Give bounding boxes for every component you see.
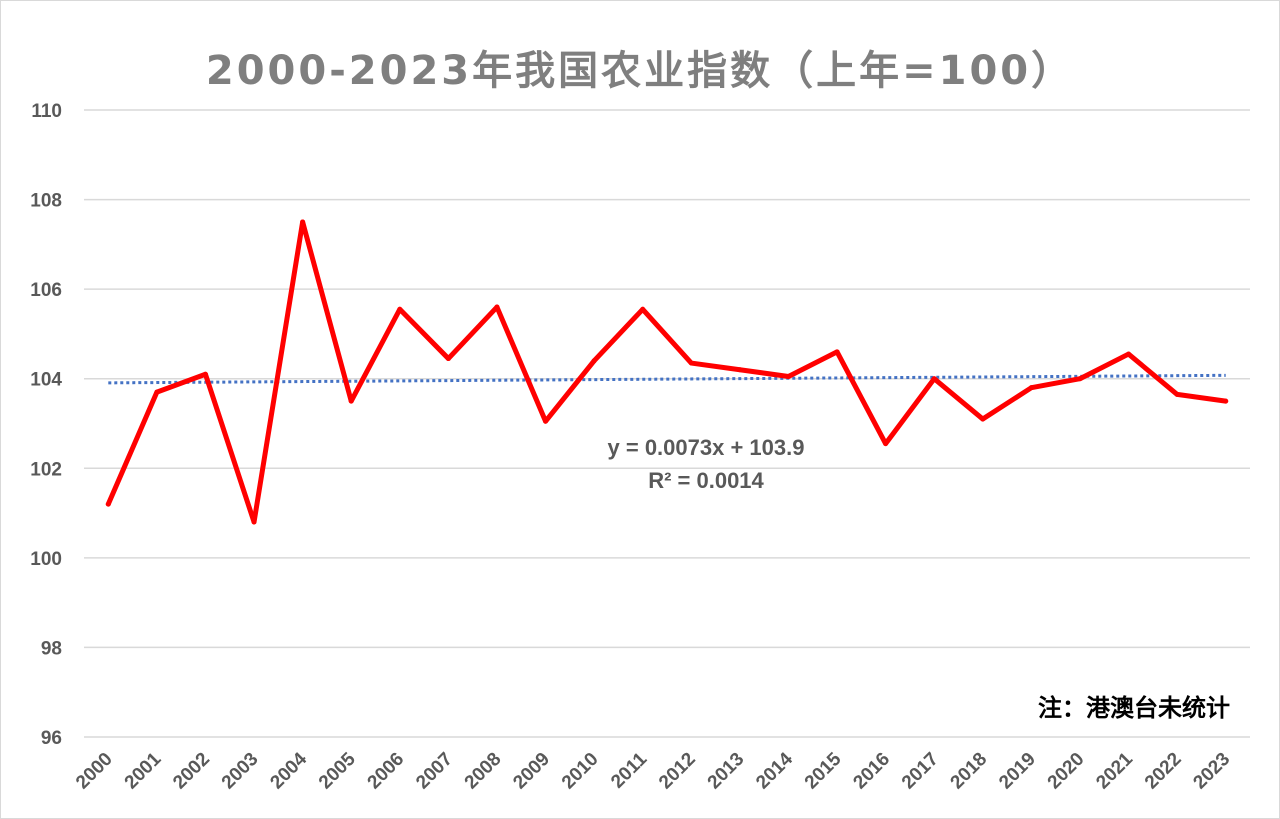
x-tick-label-2004: 2004 (266, 748, 311, 793)
data-point-2008 (494, 304, 500, 310)
x-tick-label-2005: 2005 (315, 748, 360, 793)
y-tick-label-102: 102 (30, 459, 62, 480)
data-point-2007 (445, 356, 451, 362)
data-point-2002 (202, 371, 208, 377)
data-point-2021 (1126, 351, 1132, 357)
x-tick-label-2007: 2007 (412, 749, 457, 794)
x-tick-label-2014: 2014 (752, 748, 797, 793)
data-point-2010 (591, 358, 597, 364)
x-tick-label-2001: 2001 (121, 748, 166, 793)
trendline-equation: y = 0.0073x + 103.9 (608, 435, 805, 460)
data-point-2001 (154, 389, 160, 395)
y-tick-label-108: 108 (30, 191, 62, 212)
y-tick-label-96: 96 (41, 728, 62, 749)
trendline-r-squared: R² = 0.0014 (648, 468, 764, 493)
footnote: 注：港澳台未统计 (1038, 694, 1230, 722)
data-point-2016 (883, 441, 889, 447)
data-point-2023 (1223, 398, 1229, 404)
x-tick-label-2010: 2010 (558, 749, 603, 794)
x-tick-label-2006: 2006 (364, 749, 409, 794)
x-tick-label-2011: 2011 (607, 748, 651, 792)
data-point-2004 (300, 219, 306, 225)
data-point-2017 (931, 376, 937, 382)
data-point-2003 (251, 519, 257, 525)
data-point-2018 (980, 416, 986, 422)
x-axis-ticks: 2000 2001 2002 2003 2004 2005 2006 2007 2008 2009… (72, 748, 1234, 793)
x-tick-label-2015: 2015 (801, 748, 846, 793)
y-tick-label-110: 110 (31, 101, 62, 122)
x-tick-label-2023: 2023 (1189, 749, 1234, 794)
x-tick-label-2013: 2013 (704, 749, 749, 794)
data-point-2013 (737, 367, 743, 373)
y-tick-label-100: 100 (30, 549, 62, 570)
x-tick-label-2018: 2018 (947, 749, 992, 794)
data-point-2019 (1028, 385, 1034, 391)
gridlines (84, 109, 1250, 738)
series-line-0 (105, 219, 1229, 525)
data-point-2005 (348, 398, 354, 404)
data-point-2012 (688, 360, 694, 366)
x-tick-label-2008: 2008 (461, 749, 506, 794)
x-tick-label-2022: 2022 (1141, 749, 1186, 794)
y-tick-label-106: 106 (30, 280, 62, 301)
data-point-2022 (1174, 391, 1180, 397)
y-tick-label-104: 104 (30, 370, 62, 391)
trendline (108, 373, 1226, 385)
x-tick-label-2021: 2021 (1092, 748, 1137, 793)
x-tick-label-2009: 2009 (509, 749, 554, 794)
trendline-group (108, 373, 1226, 385)
x-tick-label-2000: 2000 (72, 749, 117, 794)
x-tick-label-2012: 2012 (655, 749, 700, 794)
data-point-2006 (397, 306, 403, 312)
x-tick-label-2002: 2002 (169, 749, 214, 794)
data-point-2020 (1077, 376, 1083, 382)
x-tick-label-2019: 2019 (995, 749, 1040, 794)
chart-title: 2000-2023年我国农业指数（上年=100） (205, 48, 1075, 94)
y-axis-ticks: 96 98 100 102 104 106 108 110 (30, 101, 62, 749)
x-tick-label-2003: 2003 (218, 749, 263, 794)
x-tick-label-2016: 2016 (849, 749, 894, 794)
series-group (105, 219, 1229, 525)
data-point-2009 (543, 418, 549, 424)
data-point-2015 (834, 349, 840, 355)
data-point-2014 (785, 373, 791, 379)
y-tick-label-98: 98 (41, 638, 62, 659)
x-tick-label-2017: 2017 (898, 749, 943, 794)
x-tick-label-2020: 2020 (1044, 749, 1089, 794)
data-point-2000 (105, 501, 111, 507)
data-point-2011 (640, 306, 646, 312)
